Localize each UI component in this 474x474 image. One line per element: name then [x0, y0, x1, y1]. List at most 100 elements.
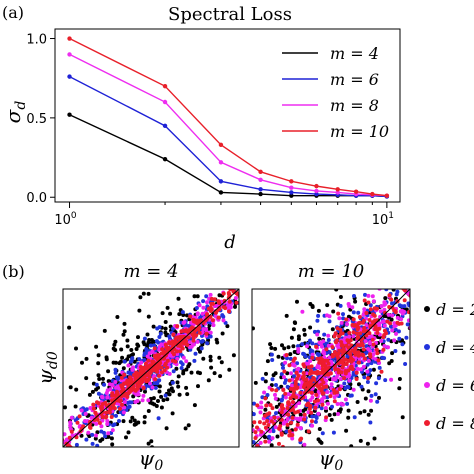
scatter-point [342, 376, 347, 381]
scatter-point [305, 344, 309, 349]
scatter-point [125, 394, 130, 399]
scatter-point [98, 464, 102, 468]
scatter-point [391, 282, 395, 286]
scatter-point [244, 300, 248, 304]
scatter-point [419, 304, 423, 308]
scatter-title-0: m = 4 [123, 261, 178, 282]
scatter-point [79, 433, 84, 438]
scatter-point [188, 314, 193, 319]
chart-b-legend: d = 2 d = 4 d = 6 d = 8 [424, 300, 474, 433]
scatter-point [223, 306, 228, 311]
scatter-point [277, 441, 281, 446]
scatter-point [375, 330, 380, 335]
scatter-point [332, 399, 337, 404]
scatter-point [232, 419, 236, 423]
scatter-point [259, 429, 264, 434]
scatter-point [51, 410, 55, 414]
scatter-point [211, 323, 216, 328]
scatter-point [289, 386, 293, 391]
scatter-point [329, 382, 334, 387]
scatter-point [273, 346, 278, 351]
scatter-point [350, 323, 355, 327]
scatter-point [102, 328, 107, 333]
scatter-point [253, 380, 258, 385]
scatter-point [400, 285, 404, 289]
scatter-point [167, 388, 171, 393]
scatter-point [273, 425, 278, 430]
scatter-point [286, 412, 291, 417]
scatter-point [359, 384, 364, 389]
scatter-point [346, 368, 351, 373]
scatter-point [275, 450, 279, 454]
scatter-point [174, 336, 178, 341]
scatter-point [221, 314, 226, 319]
scatter-point [94, 344, 99, 349]
scatter-point [310, 304, 315, 308]
scatter-point [340, 353, 345, 358]
scatter-point [227, 367, 232, 372]
scatter-point [395, 315, 400, 320]
scatter-point [216, 315, 221, 320]
scatter-point [129, 388, 134, 393]
scatter-point [146, 314, 151, 319]
scatter-point [152, 374, 157, 379]
scatter-point [362, 356, 367, 361]
scatter-point [337, 316, 342, 321]
scatter-point [263, 413, 267, 418]
scatter-point [100, 437, 105, 442]
data-point [289, 185, 294, 190]
scatter-point [358, 410, 363, 415]
scatter-point [269, 448, 273, 452]
scatter-point [74, 387, 79, 392]
scatter-point [272, 421, 277, 426]
scatter-point [105, 395, 110, 400]
scatter-point [310, 370, 315, 375]
scatter-point [355, 336, 360, 341]
scatter-point [415, 300, 419, 304]
scatter-point [206, 378, 211, 383]
scatter-point [201, 356, 206, 361]
scatter-point [247, 302, 251, 306]
scatter-point [336, 311, 341, 316]
scatter-point [326, 343, 331, 348]
scatter-point [346, 314, 351, 319]
scatter-point [121, 387, 126, 392]
scatter-point [121, 419, 126, 424]
scatter-point [137, 357, 142, 362]
scatter-point [262, 435, 267, 439]
scatter-point [358, 367, 363, 372]
scatter-point [120, 355, 125, 360]
scatter-point [417, 302, 421, 306]
scatter-point [161, 398, 166, 403]
scatter-point [347, 304, 352, 309]
scatter-point [389, 377, 394, 382]
scatter-point [345, 354, 350, 359]
scatter-point [107, 410, 112, 415]
scatter-point [349, 365, 354, 370]
scatter-point [177, 312, 182, 317]
scatter-point [115, 393, 120, 398]
scatter-point [200, 260, 204, 264]
scatter-point [286, 400, 291, 405]
scatter-point [210, 318, 215, 323]
scatter-point [314, 344, 319, 349]
scatter-point [406, 310, 410, 315]
scatter-point [108, 387, 113, 392]
scatter-point [368, 368, 373, 373]
scatter-point [271, 373, 276, 378]
scatter-point [135, 373, 140, 378]
scatter-point [77, 414, 82, 419]
scatter-point [292, 386, 297, 391]
scatter-point [387, 305, 392, 309]
scatter-point [180, 310, 185, 315]
scatter-point [338, 303, 343, 308]
scatter-point [421, 328, 425, 332]
scatter-point [267, 439, 272, 444]
scatter-point [182, 320, 187, 325]
scatter-point [263, 452, 267, 456]
scatter-point [128, 375, 133, 380]
scatter-point [152, 381, 157, 386]
scatter-point [156, 416, 161, 421]
scatter-point [383, 296, 388, 301]
scatter-point [148, 381, 152, 386]
